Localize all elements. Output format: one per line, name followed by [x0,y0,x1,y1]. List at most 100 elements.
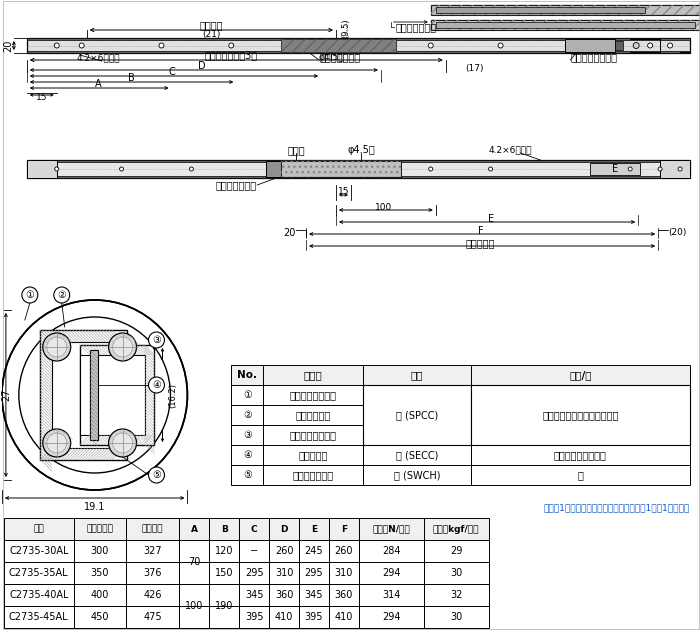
Bar [209,606,239,628]
Bar [470,465,690,485]
Bar [80,355,144,435]
Bar [179,584,209,606]
Bar [359,518,424,540]
Bar [430,20,700,30]
Text: アウターメンバー: アウターメンバー [290,390,337,400]
Bar [299,584,329,606]
Bar [27,176,690,178]
Bar [424,584,489,606]
Bar [363,365,470,385]
Text: D: D [197,61,205,71]
Text: 150: 150 [215,568,234,578]
Bar [179,584,209,628]
Circle shape [55,43,60,48]
Text: 475: 475 [144,612,162,622]
Text: 410: 410 [335,612,354,622]
Text: 20: 20 [284,228,296,238]
Bar [125,606,179,628]
Text: A: A [95,79,102,89]
Text: 395: 395 [245,612,263,622]
Circle shape [190,167,193,171]
Bar [27,38,690,40]
Text: 376: 376 [144,568,162,578]
Bar [80,345,155,445]
Bar [27,160,690,178]
Bar [239,540,270,562]
Bar [179,540,209,584]
Text: 300: 300 [90,546,108,556]
Text: 19.1: 19.1 [84,502,105,512]
Bar [231,425,263,445]
Text: レール長さ（－3）: レール長さ（－3） [204,50,258,60]
Bar [660,160,690,178]
Text: 350: 350 [90,568,109,578]
Bar [329,606,359,628]
Bar [281,39,396,52]
Text: 同一または以下: 同一または以下 [395,22,437,32]
Text: C2735-30AL: C2735-30AL [9,546,69,556]
Text: 部品名: 部品名 [304,370,323,380]
Circle shape [634,42,639,49]
Bar [270,540,299,562]
Bar [329,518,359,540]
Bar [299,606,329,628]
Circle shape [55,167,59,171]
Text: E: E [612,164,618,174]
Bar [270,606,299,628]
Text: 120: 120 [215,546,234,556]
Text: F: F [478,226,484,236]
Circle shape [108,429,136,457]
Bar [4,584,74,606]
Bar [239,584,270,606]
Bar [263,365,363,385]
Circle shape [678,167,682,171]
Text: 移動距離: 移動距離 [141,525,163,534]
Bar [359,562,424,584]
Text: 314: 314 [382,590,400,600]
Text: 450: 450 [90,612,109,622]
Bar [263,405,363,425]
Text: 395: 395 [304,612,323,622]
Text: −: − [250,546,258,556]
Text: 鋼 (SPCC): 鋼 (SPCC) [395,410,438,420]
Text: 295: 295 [304,568,323,578]
Text: ③: ③ [243,430,251,440]
Text: C: C [251,525,258,534]
Text: スチールボール: スチールボール [293,470,334,480]
Text: C2735-40AL: C2735-40AL [9,590,69,600]
Circle shape [648,43,652,48]
Bar [125,518,179,540]
Bar [263,445,363,465]
Bar [363,425,470,445]
Text: ④: ④ [152,380,161,390]
Text: E: E [487,214,494,224]
Text: レール長さ: レール長さ [466,238,496,248]
Text: 284: 284 [382,546,400,556]
Bar [239,606,270,628]
Bar [566,39,615,52]
Bar [27,51,690,53]
Bar [90,350,97,440]
Text: リテーナー: リテーナー [298,450,328,460]
Bar [239,562,270,584]
Bar [329,584,359,606]
Bar [270,562,299,584]
Text: F: F [341,525,347,534]
Bar [329,540,359,562]
Text: 鋼 (SWCH): 鋼 (SWCH) [393,470,440,480]
Bar [359,584,424,606]
Text: 耐荷重kgf/ペア: 耐荷重kgf/ペア [433,525,480,534]
Bar [179,562,209,584]
Bar [27,160,57,178]
Text: レバー: レバー [287,145,305,155]
Text: ②: ② [243,410,251,420]
Bar [590,163,641,175]
Bar [74,540,125,562]
Text: E: E [311,525,317,534]
Circle shape [229,43,234,48]
Text: 4.2×6長円穴: 4.2×6長円穴 [489,146,532,154]
Text: φ4.5穴: φ4.5穴 [347,145,374,155]
Bar [231,385,263,405]
Text: 27: 27 [1,389,11,401]
Bar [4,540,74,562]
